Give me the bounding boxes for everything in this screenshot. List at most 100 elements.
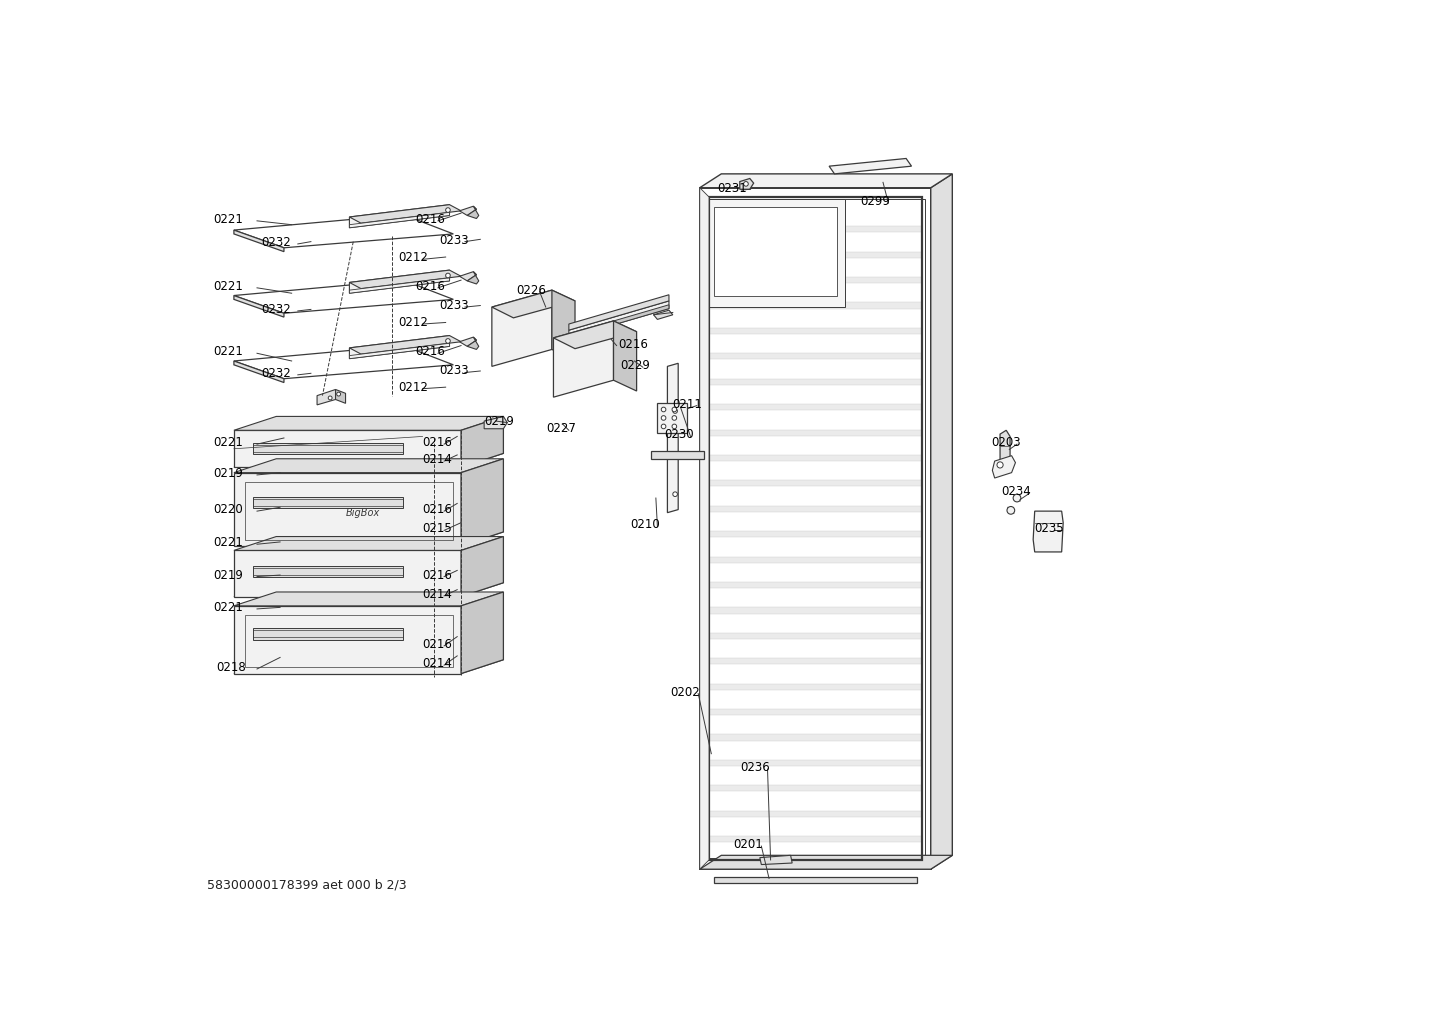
Polygon shape [658, 404, 686, 433]
Circle shape [744, 181, 748, 186]
Polygon shape [234, 606, 461, 674]
Polygon shape [254, 566, 404, 578]
Text: 0216: 0216 [415, 213, 444, 226]
Polygon shape [254, 496, 404, 508]
Text: 0201: 0201 [734, 838, 763, 851]
Polygon shape [349, 335, 461, 354]
Polygon shape [714, 877, 917, 883]
Text: 0234: 0234 [1002, 485, 1031, 498]
Polygon shape [709, 430, 921, 436]
Polygon shape [707, 200, 845, 307]
Polygon shape [668, 364, 678, 513]
Polygon shape [1032, 512, 1063, 552]
Polygon shape [709, 633, 921, 639]
Polygon shape [699, 187, 709, 869]
Polygon shape [234, 659, 503, 674]
Text: 0299: 0299 [859, 195, 890, 208]
Polygon shape [467, 206, 479, 218]
Polygon shape [760, 855, 792, 864]
Polygon shape [234, 453, 503, 468]
Polygon shape [467, 272, 479, 284]
Text: BigBox: BigBox [346, 507, 379, 518]
Polygon shape [653, 310, 673, 319]
Polygon shape [254, 442, 404, 454]
Text: 0232: 0232 [261, 303, 291, 316]
Circle shape [662, 424, 666, 429]
Text: 0229: 0229 [620, 359, 650, 372]
Text: 0235: 0235 [1035, 523, 1064, 535]
Circle shape [446, 208, 450, 212]
Polygon shape [552, 290, 575, 360]
Circle shape [1007, 506, 1015, 515]
Polygon shape [709, 252, 921, 258]
Text: 0233: 0233 [440, 233, 469, 247]
Text: 58300000178399 aet 000 b 2/3: 58300000178399 aet 000 b 2/3 [208, 878, 407, 891]
Circle shape [672, 416, 676, 420]
Circle shape [329, 396, 332, 399]
Polygon shape [234, 296, 284, 317]
Polygon shape [461, 592, 503, 674]
Polygon shape [461, 459, 503, 546]
Circle shape [672, 424, 676, 429]
Polygon shape [349, 205, 461, 223]
Polygon shape [234, 532, 503, 546]
Polygon shape [709, 607, 921, 613]
Polygon shape [349, 270, 450, 293]
Text: 0218: 0218 [216, 661, 247, 674]
Text: 0233: 0233 [440, 299, 469, 312]
Polygon shape [740, 178, 754, 190]
Circle shape [673, 492, 678, 496]
Polygon shape [234, 417, 503, 430]
Text: 0221: 0221 [213, 280, 244, 292]
Polygon shape [492, 290, 575, 318]
Circle shape [673, 409, 678, 414]
Polygon shape [709, 735, 921, 741]
Polygon shape [349, 278, 450, 293]
Polygon shape [568, 294, 669, 330]
Polygon shape [234, 215, 453, 248]
Text: 0236: 0236 [740, 761, 770, 774]
Polygon shape [709, 556, 921, 562]
Polygon shape [492, 290, 552, 367]
Text: 0219: 0219 [213, 569, 244, 582]
Text: 0220: 0220 [213, 503, 242, 516]
Text: 0202: 0202 [671, 686, 701, 699]
Circle shape [662, 416, 666, 420]
Polygon shape [714, 207, 836, 296]
Circle shape [336, 392, 340, 396]
Text: 0221: 0221 [213, 213, 244, 226]
Polygon shape [709, 684, 921, 690]
Circle shape [672, 408, 676, 412]
Polygon shape [709, 658, 921, 664]
Polygon shape [234, 361, 284, 382]
Polygon shape [554, 321, 636, 348]
Text: 0230: 0230 [665, 428, 694, 441]
Text: 0214: 0214 [423, 453, 453, 466]
Text: 0214: 0214 [423, 588, 453, 601]
Polygon shape [349, 343, 450, 359]
Text: 0215: 0215 [423, 523, 453, 535]
Polygon shape [709, 811, 921, 817]
Polygon shape [349, 205, 450, 228]
Polygon shape [699, 174, 952, 187]
Text: 0221: 0221 [213, 536, 244, 549]
Polygon shape [336, 389, 346, 404]
Polygon shape [930, 174, 952, 869]
Text: 0221: 0221 [213, 345, 244, 359]
Text: 0216: 0216 [423, 436, 453, 449]
Text: 0219: 0219 [213, 467, 244, 480]
Text: 0211: 0211 [672, 397, 702, 411]
Text: 0212: 0212 [398, 381, 428, 393]
Polygon shape [460, 206, 476, 215]
Polygon shape [709, 277, 921, 283]
Text: 0214: 0214 [423, 657, 453, 671]
Text: 0216: 0216 [423, 569, 453, 582]
Text: 0231: 0231 [718, 182, 747, 195]
Polygon shape [234, 280, 453, 313]
Polygon shape [460, 272, 476, 281]
Text: 0216: 0216 [415, 345, 444, 359]
Polygon shape [699, 855, 952, 869]
Polygon shape [1001, 430, 1009, 469]
Polygon shape [709, 709, 921, 715]
Polygon shape [829, 159, 911, 174]
